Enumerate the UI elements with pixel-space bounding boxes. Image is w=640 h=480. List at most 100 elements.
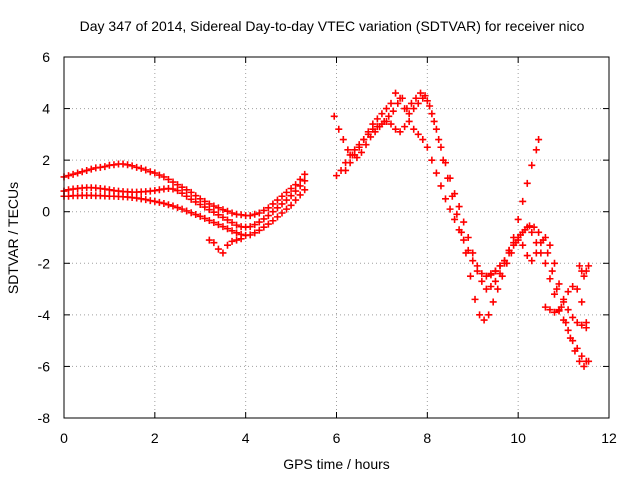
data-point-marker: [283, 205, 291, 213]
data-point-marker: [532, 249, 540, 257]
data-point-marker: [478, 277, 486, 285]
data-point-marker: [487, 282, 495, 290]
data-point-marker: [292, 187, 300, 195]
data-point-marker: [192, 211, 200, 219]
data-point-marker: [228, 219, 236, 227]
data-point-marker: [494, 285, 502, 293]
data-point-marker: [205, 236, 213, 244]
data-point-marker: [482, 285, 490, 293]
data-point-marker: [394, 99, 402, 107]
data-point-marker: [292, 181, 300, 189]
data-point-marker: [219, 223, 227, 231]
data-point-marker: [392, 89, 400, 97]
data-point-marker: [535, 136, 543, 144]
data-point-marker: [87, 165, 95, 173]
data-point-marker: [544, 249, 552, 257]
data-point-marker: [551, 259, 558, 267]
data-point-marker: [405, 110, 413, 118]
data-point-marker: [392, 125, 400, 133]
data-point-marker: [414, 130, 422, 138]
data-point-marker: [491, 267, 499, 275]
data-point-marker: [160, 199, 168, 207]
data-point-marker: [142, 196, 150, 204]
data-point-marker: [573, 285, 581, 293]
data-point-marker: [510, 239, 518, 247]
data-point-marker: [523, 179, 531, 187]
data-point-marker: [169, 185, 177, 193]
data-point-marker: [183, 192, 191, 200]
data-point-marker: [453, 210, 461, 218]
data-point-marker: [219, 249, 227, 257]
data-point-marker: [546, 275, 554, 283]
data-point-marker: [228, 237, 236, 245]
data-point-marker: [210, 202, 218, 210]
data-point-marker: [580, 362, 588, 370]
data-point-marker: [514, 236, 522, 244]
data-point-marker: [451, 215, 459, 223]
data-point-marker: [569, 282, 577, 290]
data-point-marker: [210, 239, 218, 247]
x-tick-labels: 0 2 4 6 8 10 12: [60, 430, 617, 446]
data-point-marker: [296, 182, 304, 190]
data-point-marker: [205, 216, 213, 224]
data-point-marker: [528, 228, 536, 236]
data-point-marker: [430, 117, 438, 125]
data-point-marker: [548, 267, 556, 275]
data-point-marker: [233, 229, 241, 237]
data-point-marker: [146, 168, 154, 176]
data-point-marker: [553, 285, 561, 293]
data-point-marker: [355, 141, 363, 149]
data-point-marker: [385, 112, 393, 120]
data-point-marker: [357, 148, 365, 156]
data-point-marker: [255, 226, 263, 234]
data-point-marker: [573, 319, 581, 327]
data-point-marker: [546, 241, 554, 249]
data-point-marker: [417, 89, 425, 97]
x-tick-label: 2: [151, 430, 159, 446]
data-point-marker: [455, 203, 463, 211]
data-point-marker: [519, 197, 527, 205]
data-point-marker: [505, 246, 513, 254]
data-point-marker: [535, 228, 543, 236]
data-point-marker: [351, 146, 359, 154]
data-point-marker: [228, 209, 236, 217]
data-point-marker: [378, 110, 386, 118]
data-point-marker: [335, 125, 343, 133]
x-axis-label: GPS time / hours: [283, 456, 390, 472]
data-point-marker: [569, 337, 577, 345]
data-point-marker: [264, 204, 272, 212]
data-point-marker: [469, 249, 477, 257]
data-point-marker: [578, 298, 586, 306]
data-point-marker: [528, 161, 536, 169]
data-point-marker: [246, 223, 254, 231]
data-point-marker: [555, 307, 563, 315]
data-point-marker: [201, 203, 209, 211]
data-point-marker: [174, 181, 182, 189]
data-point-marker: [187, 209, 195, 217]
data-point-marker: [333, 172, 340, 180]
data-point-marker: [575, 357, 583, 365]
y-tick-label: -4: [38, 307, 51, 323]
data-point-marker: [283, 196, 291, 204]
y-tick-label: 6: [42, 49, 50, 65]
data-point-marker: [339, 136, 347, 144]
data-point-marker: [255, 218, 263, 226]
data-point-marker: [228, 227, 236, 235]
data-point-marker: [496, 262, 504, 270]
data-point-marker: [551, 290, 558, 298]
y-tick-label: -2: [38, 255, 51, 271]
data-point-marker: [487, 270, 495, 278]
data-point-marker: [501, 257, 509, 265]
data-point-marker: [264, 220, 272, 228]
data-point-marker: [530, 223, 538, 231]
data-point-marker: [585, 262, 593, 270]
data-point-marker: [65, 172, 73, 180]
data-point-marker: [251, 210, 259, 218]
data-point-marker: [401, 105, 409, 113]
data-point-marker: [269, 200, 277, 208]
data-point-marker: [260, 223, 268, 231]
data-point-marker: [489, 298, 497, 306]
data-point-marker: [532, 146, 540, 154]
data-point-marker: [224, 225, 231, 233]
data-point-marker: [485, 311, 493, 319]
